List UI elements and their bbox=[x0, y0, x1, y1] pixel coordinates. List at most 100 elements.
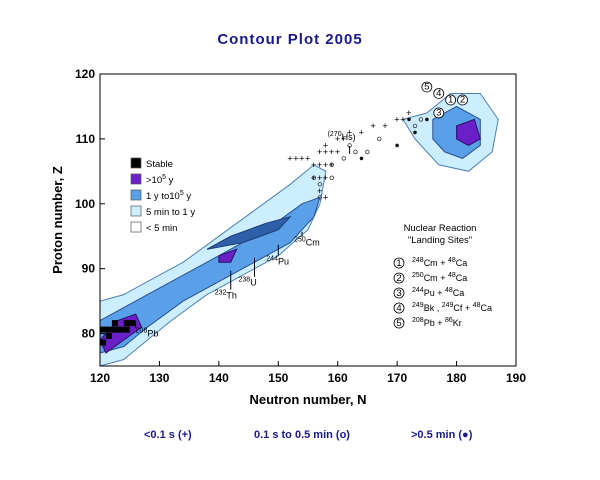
legend-swatch bbox=[130, 173, 142, 185]
contour-1y-to-1e5y bbox=[100, 196, 321, 354]
marker-plus: + bbox=[382, 121, 388, 132]
stable-square bbox=[100, 339, 106, 346]
plot-frame bbox=[99, 73, 517, 367]
footnote-slow: >0.5 min (●) bbox=[411, 429, 473, 441]
stable-square bbox=[105, 333, 112, 339]
contour-island-core bbox=[456, 118, 481, 146]
marker-plus: + bbox=[341, 134, 347, 145]
landing-site-number: 1 bbox=[448, 94, 453, 105]
reaction-marker bbox=[393, 272, 405, 284]
x-axis-label: Neutron number, N bbox=[249, 392, 366, 407]
marker-plus: + bbox=[287, 153, 293, 164]
contour-actinide-core bbox=[218, 248, 238, 263]
marker-plus: + bbox=[335, 134, 341, 145]
stable-square bbox=[105, 326, 112, 333]
marker-plus: + bbox=[311, 160, 317, 171]
marker-open bbox=[377, 136, 382, 142]
marker-open bbox=[329, 162, 334, 167]
stable-square bbox=[117, 326, 124, 333]
reaction-number: 2 bbox=[396, 273, 401, 284]
footnote-fast: <0.1 s (+) bbox=[144, 429, 192, 441]
marker-plus: + bbox=[323, 147, 329, 158]
landing-site-number: 4 bbox=[436, 88, 441, 99]
marker-plus: + bbox=[311, 173, 317, 184]
marker-open bbox=[317, 182, 323, 187]
marker-filled bbox=[407, 117, 411, 122]
marker-plus: + bbox=[293, 153, 299, 164]
nuclide-label: 238U bbox=[239, 277, 257, 288]
reaction-marker bbox=[393, 302, 405, 314]
marker-plus: + bbox=[335, 147, 341, 158]
reaction-number: 3 bbox=[396, 288, 401, 299]
reaction-text: 249Bk , 249Cf + 48Ca bbox=[412, 302, 492, 313]
reaction-text: 208Pb + 86Kr bbox=[412, 317, 462, 328]
marker-open bbox=[418, 117, 424, 122]
marker-plus: + bbox=[347, 127, 353, 138]
marker-open bbox=[311, 175, 317, 180]
stable-square bbox=[111, 320, 118, 327]
marker-plus: + bbox=[317, 160, 323, 171]
legend-swatch bbox=[130, 221, 142, 233]
marker-plus: + bbox=[359, 127, 365, 138]
x-tick-label: 190 bbox=[506, 371, 526, 385]
reaction-text: 250Cm + 48Ca bbox=[412, 272, 467, 283]
stable-square bbox=[111, 326, 118, 333]
reaction-number: 4 bbox=[396, 303, 401, 314]
marker-plus: + bbox=[323, 192, 329, 203]
marker-plus: + bbox=[317, 173, 323, 184]
landing-site-number: 3 bbox=[436, 107, 441, 118]
landing-site-marker bbox=[421, 81, 433, 93]
y-tick-label: 80 bbox=[82, 327, 96, 341]
reaction-text: 244Pu + 48Ca bbox=[412, 287, 464, 298]
stable-square bbox=[129, 320, 136, 327]
landing-site-number: 5 bbox=[424, 81, 429, 92]
reactions-title-1: Nuclear Reaction bbox=[404, 223, 477, 234]
stable-square bbox=[123, 320, 130, 327]
nuclide-label: 208Pb bbox=[136, 328, 159, 339]
marker-plus: + bbox=[329, 147, 335, 158]
y-tick-label: 90 bbox=[82, 262, 96, 276]
marker-plus: + bbox=[299, 153, 305, 164]
marker-plus: + bbox=[394, 114, 400, 125]
reaction-number: 5 bbox=[396, 318, 401, 329]
x-tick-label: 140 bbox=[209, 371, 229, 385]
marker-filled bbox=[395, 143, 399, 148]
y-tick-label: 110 bbox=[76, 132, 96, 146]
marker-open bbox=[365, 149, 370, 155]
chart-title: Contour Plot 2005 bbox=[217, 31, 363, 48]
reactions-title-2: "Landing Sites" bbox=[408, 235, 472, 246]
stable-square bbox=[100, 326, 106, 333]
contour-actinide-ridge bbox=[206, 215, 292, 250]
marker-open bbox=[329, 175, 334, 180]
landing-site-number: 2 bbox=[460, 94, 465, 105]
marker-plus: + bbox=[329, 160, 335, 171]
x-tick-label: 160 bbox=[328, 371, 348, 385]
marker-plus: + bbox=[305, 153, 311, 164]
x-tick-label: 130 bbox=[149, 371, 169, 385]
nuclide-label: 250Cm bbox=[294, 237, 320, 248]
reaction-text: 248Cm + 48Ca bbox=[412, 257, 467, 268]
legend-swatch bbox=[130, 157, 142, 169]
legend-swatch bbox=[130, 189, 142, 201]
marker-plus: + bbox=[317, 186, 323, 197]
reaction-marker bbox=[393, 257, 405, 269]
marker-plus: + bbox=[370, 121, 376, 132]
landing-site-marker bbox=[457, 94, 468, 106]
marker-open bbox=[317, 195, 323, 200]
x-tick-label: 170 bbox=[387, 371, 407, 385]
x-tick-label: 180 bbox=[447, 371, 467, 385]
legend-label: 1 y to105 y bbox=[146, 190, 191, 202]
footnote-medium: 0.1 s to 0.5 min (o) bbox=[254, 429, 350, 441]
nuclide-label: 244Pu bbox=[266, 256, 289, 267]
landing-site-marker bbox=[433, 88, 445, 99]
legend-label: >105 y bbox=[146, 174, 174, 186]
x-tick-label: 150 bbox=[268, 371, 288, 385]
reaction-marker bbox=[393, 287, 405, 299]
reaction-number: 1 bbox=[396, 258, 401, 269]
marker-plus: + bbox=[323, 140, 329, 151]
marker-plus: + bbox=[406, 108, 412, 119]
marker-filled bbox=[425, 117, 429, 122]
legend-label: 5 min to 1 y bbox=[146, 207, 195, 218]
legend-swatch bbox=[130, 205, 142, 217]
